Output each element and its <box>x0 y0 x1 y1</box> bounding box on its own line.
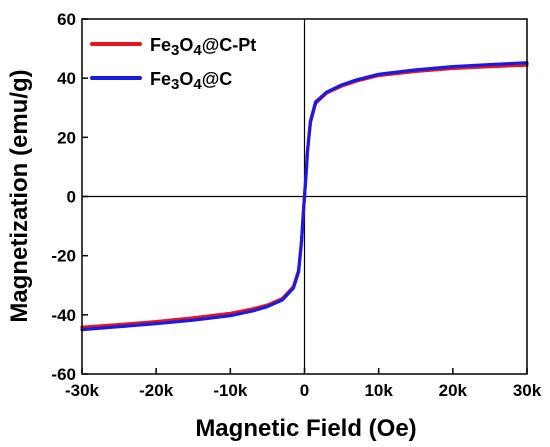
legend-0-part-b: O <box>179 35 193 55</box>
y-axis-title: Magnetization (emu/g) <box>6 69 33 322</box>
x-tick-label: -10k <box>213 381 248 400</box>
legend: Fe3O4@C-Pt Fe3O4@C <box>90 35 256 93</box>
ticks-layer <box>81 18 528 375</box>
y-tick-label: 60 <box>57 10 76 29</box>
legend-1-sub-2: 4 <box>193 76 202 93</box>
x-tick-label: 10k <box>364 381 393 400</box>
y-tick-label: -60 <box>51 365 76 384</box>
legend-1-sub-1: 3 <box>171 76 179 93</box>
legend-1-part-c: @C <box>202 69 233 89</box>
x-tick-label: 30k <box>513 381 542 400</box>
tick-labels-layer: -30k -20k -10k 0 10k 20k 30k -60 -40 -20 0 20 40 60 <box>51 10 541 400</box>
legend-0-part-c: @C-Pt <box>202 35 257 55</box>
legend-label-fe3o4-c: Fe3O4@C <box>150 69 232 93</box>
y-tick-label: -40 <box>51 306 76 325</box>
legend-0-part-a: Fe <box>150 35 171 55</box>
legend-1-part-b: O <box>179 69 193 89</box>
series-line-1 <box>80 61 529 332</box>
x-tick-label: -20k <box>139 381 174 400</box>
x-axis-title: Magnetic Field (Oe) <box>195 415 416 442</box>
y-tick-label: 20 <box>57 128 76 147</box>
y-tick-label: -20 <box>51 247 76 266</box>
y-tick-label: 40 <box>57 69 76 88</box>
series-layer <box>80 61 529 332</box>
legend-0-sub-2: 4 <box>193 42 202 59</box>
y-tick-label: 0 <box>67 188 76 207</box>
legend-1-part-a: Fe <box>150 69 171 89</box>
legend-label-fe3o4-c-pt: Fe3O4@C-Pt <box>150 35 256 59</box>
x-tick-label: 0 <box>300 381 309 400</box>
x-tick-label: 20k <box>439 381 468 400</box>
legend-0-sub-1: 3 <box>171 42 179 59</box>
x-tick-label: -30k <box>65 381 100 400</box>
